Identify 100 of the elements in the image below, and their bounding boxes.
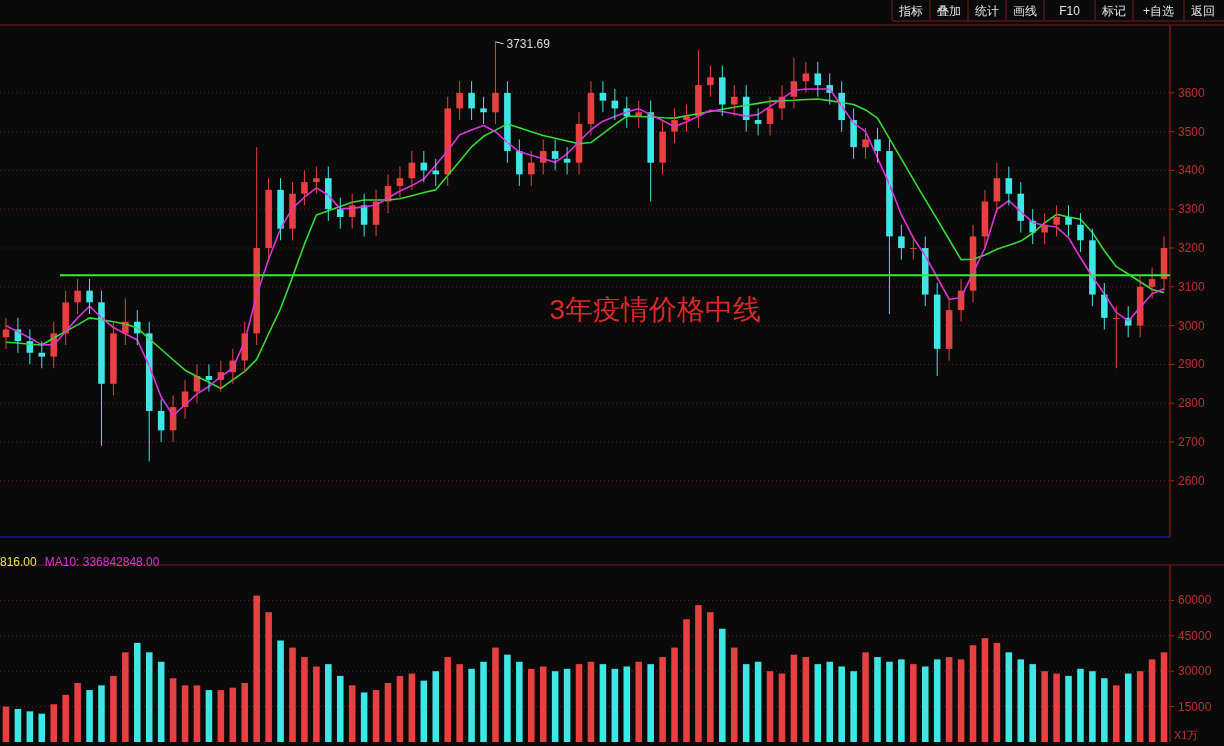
bar [1136,671,1144,742]
text: 叠加 [937,4,961,18]
bar [420,680,428,742]
y-tick-label: 3400 [1178,163,1206,178]
candlestick [898,224,905,261]
y-tick-label: 15000 [1178,699,1212,714]
bar [229,687,237,742]
bar [778,673,786,742]
bar [611,668,619,742]
candlestick [110,321,117,396]
bar [98,685,105,742]
bar [348,685,356,742]
bar [480,661,487,742]
bar [1077,668,1084,742]
bar [1053,673,1060,742]
candlestick [265,177,272,261]
bar [38,713,46,742]
candlestick [659,119,666,175]
bar [1005,652,1013,742]
bar [921,666,929,742]
bar [50,704,58,742]
y-tick-label: 2700 [1178,434,1206,449]
annotation: 816.00 [0,555,38,569]
bar [886,661,893,742]
bar [372,690,380,742]
bar [707,612,714,742]
bar [1041,671,1048,742]
bar [336,675,344,742]
bar [719,628,726,742]
bar [1160,652,1168,742]
bar [110,675,117,742]
y-tick-label: 30000 [1178,664,1212,679]
bar [74,683,81,742]
bar [957,659,965,742]
bar [874,657,881,742]
bar [384,683,392,742]
bar [730,647,738,742]
bar [157,661,165,742]
bar [468,668,475,742]
bar [253,595,260,742]
bar [169,678,177,742]
bar [933,659,941,742]
y-tick-label: 2600 [1178,473,1206,488]
bar [1017,659,1025,742]
bar [802,657,810,742]
y-tick-label: 3000 [1178,318,1206,333]
bar [945,657,953,742]
bar [814,664,822,742]
bar [862,652,869,742]
bar [898,659,905,742]
y-tick-label: 3200 [1178,241,1206,256]
ref-line-label: 3年疫情价格中线 [549,294,761,326]
candlestick [707,65,714,98]
candlestick [301,169,308,206]
text: 画线 [1013,4,1037,18]
bar [527,668,535,742]
bar [217,690,225,742]
y-tick-label: 45000 [1178,628,1212,643]
bar [325,664,332,742]
bar [193,685,201,742]
bar [850,671,857,742]
y-tick-label: 2900 [1178,357,1206,372]
bar [241,683,249,742]
y-tick-label: 3100 [1178,279,1206,294]
candlestick [480,96,487,125]
bar [122,652,129,742]
bar [516,661,523,742]
text: 统计 [975,4,999,18]
y-tick-label: 60000 [1178,593,1212,608]
y-tick-label: 3600 [1178,85,1206,100]
candlestick [492,41,499,125]
candlestick [874,127,881,164]
bar [26,711,34,742]
bar [313,666,320,742]
bar [826,661,834,742]
bar [969,645,977,742]
bar [408,673,416,742]
bar [695,605,702,742]
bar [1029,664,1036,742]
bar [563,668,571,742]
bar [575,664,583,742]
bar [1065,675,1072,742]
annotation: 3731.69 [506,36,551,51]
bar [265,612,272,742]
bar [635,661,643,742]
bar [14,708,22,742]
y-tick-label: 2800 [1178,396,1206,411]
candlestick [730,84,738,117]
text: 返回 [1191,4,1215,18]
bar [301,657,308,742]
bar [587,661,595,742]
bar [504,654,511,742]
bar [838,666,845,742]
bar [205,690,213,742]
bar [683,619,690,742]
bar [1112,685,1120,742]
bar [539,666,547,742]
bar [181,685,189,742]
bar [623,666,631,742]
y-tick-label: 3500 [1178,124,1206,139]
